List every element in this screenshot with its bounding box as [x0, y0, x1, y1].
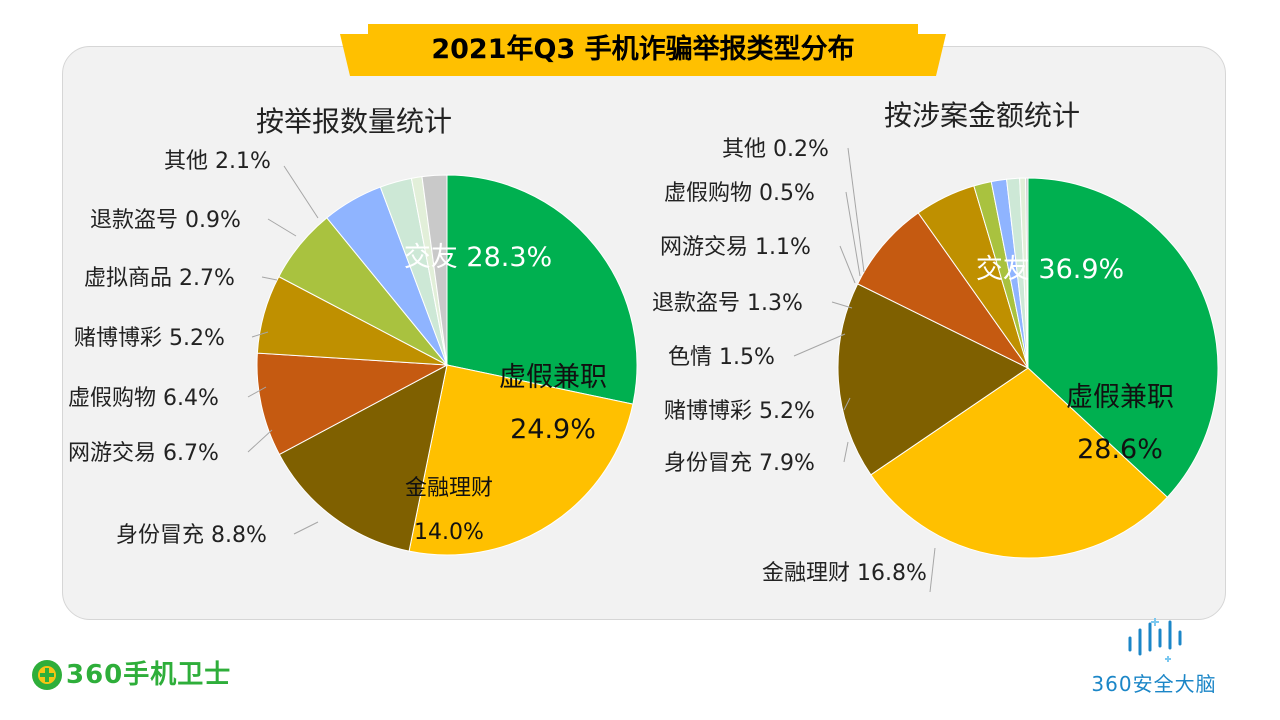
leader-line-1-5 — [793, 333, 846, 357]
brand-left-text: 360手机卫士 — [66, 660, 232, 690]
slice-label-1-3: 身份冒充 7.9% — [664, 451, 815, 476]
leader-line-0-7 — [261, 276, 278, 281]
leader-line-1-8 — [845, 191, 861, 277]
slice-label-0-9: 其他 2.1% — [164, 149, 271, 174]
slice-label-1-7: 网游交易 1.1% — [660, 235, 811, 260]
pie-slice-0-3 — [256, 352, 449, 456]
slice-label-1-9: 其他 0.2% — [722, 137, 829, 162]
slice-label-0-3: 身份冒充 8.8% — [116, 523, 267, 548]
title-banner: 2021年Q3 手机诈骗举报类型分布 — [340, 24, 946, 76]
slice-label-1-2: 金融理财 16.8% — [762, 561, 927, 586]
leader-line-1-7 — [839, 245, 856, 284]
pie-slice-1-1 — [870, 367, 1169, 559]
pie-slice-1-0 — [1027, 177, 1219, 498]
guard-plus-icon — [32, 660, 62, 690]
slice-label-1-6: 退款盗号 1.3% — [652, 291, 803, 316]
pie-slice-1-3 — [856, 212, 1029, 369]
leader-line-1-2 — [929, 547, 936, 593]
leader-line-1-9 — [847, 147, 865, 273]
leader-line-0-4 — [247, 429, 273, 453]
pie-slice-0-1 — [408, 364, 634, 556]
slice-value-0-1: 24.9% — [510, 414, 596, 445]
slice-label-0-1: 虚假兼职 — [499, 362, 607, 393]
brand-logo-360-security-brain: 360安全大脑 — [1074, 616, 1244, 700]
pie-slice-0-2 — [278, 364, 448, 552]
pie-slice-0-9 — [421, 174, 448, 366]
slice-label-0-2: 金融理财 — [405, 476, 493, 501]
leader-line-0-6 — [251, 331, 269, 338]
waveform-icon — [1128, 618, 1182, 662]
leader-line-0-5 — [247, 386, 267, 398]
slice-label-0-7: 虚拟商品 2.7% — [84, 266, 235, 291]
brand-logo-360-mobile-guard: 360手机卫士 — [30, 658, 270, 692]
slice-label-1-5: 色情 1.5% — [668, 345, 775, 370]
slice-value-1-1: 28.6% — [1077, 434, 1163, 465]
leader-line-1-4 — [843, 397, 851, 411]
leader-line-1-3 — [843, 441, 849, 463]
slice-label-1-8: 虚假购物 0.5% — [664, 181, 815, 206]
pie-chart-0: 交友 28.3% 虚假兼职 24.9% 金融理财 14.0% 身份冒充 8.8% 网游交易 … — [68, 149, 638, 556]
page-title: 2021年Q3 手机诈骗举报类型分布 — [431, 34, 855, 65]
slice-label-0-8: 退款盗号 0.9% — [90, 208, 241, 233]
pie-slice-1-9 — [1025, 177, 1029, 369]
slice-label-0-0: 交友 28.3% — [404, 242, 552, 273]
chart-title-amount: 按涉案金额统计 — [884, 99, 1081, 132]
pie-slice-1-2 — [837, 283, 1029, 476]
brand-right-text: 360安全大脑 — [1091, 672, 1217, 696]
pie-chart-1: 交友 36.9% 虚假兼职 28.6% 金融理财 16.8% 身份冒充 7.9% 赌博博彩… — [652, 137, 1219, 593]
leader-line-0-9 — [283, 165, 319, 219]
leader-line-1-6 — [831, 301, 853, 309]
pie-slice-0-0 — [446, 174, 638, 405]
leader-line-0-8 — [267, 218, 297, 237]
slice-label-0-4: 网游交易 6.7% — [68, 441, 219, 466]
slice-label-0-5: 虚假购物 6.4% — [68, 386, 219, 411]
slice-label-1-4: 赌博博彩 5.2% — [664, 399, 815, 424]
title-banner-shape — [340, 24, 946, 76]
slice-label-1-1: 虚假兼职 — [1066, 382, 1174, 413]
chart-title-count: 按举报数量统计 — [256, 105, 453, 138]
slice-label-0-6: 赌博博彩 5.2% — [74, 326, 225, 351]
slice-value-0-2: 14.0% — [414, 520, 484, 545]
slice-label-1-0: 交友 36.9% — [976, 254, 1124, 285]
leader-line-0-3 — [293, 521, 319, 535]
